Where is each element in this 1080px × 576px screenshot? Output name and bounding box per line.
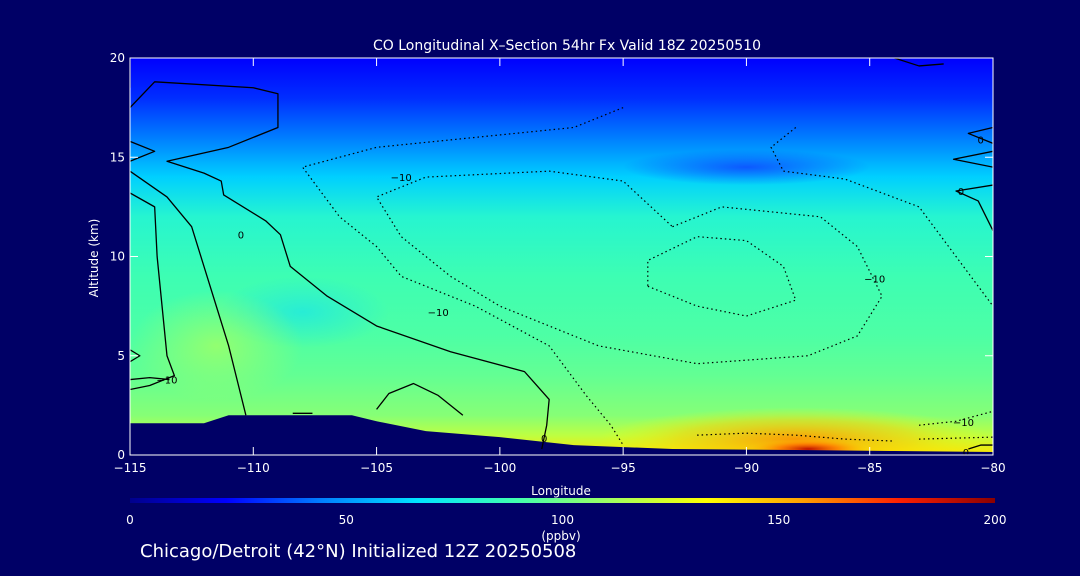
contour-line (375, 170, 883, 365)
colorbar-ticks: 0 50 100 150 200 (126, 513, 1006, 527)
y-tick-label: 0 (117, 448, 125, 462)
colorbar-tick-label: 150 (767, 513, 790, 527)
surface-plume (598, 407, 993, 455)
contour-line (697, 432, 895, 442)
contour-label: −10 (428, 308, 449, 319)
contour-line (918, 410, 993, 426)
contour-line (952, 150, 993, 168)
y-axis: 0 5 10 15 20 (110, 51, 993, 462)
x-tick-label: −100 (483, 461, 516, 475)
contour-line (130, 349, 141, 363)
y-tick-label: 15 (110, 150, 125, 164)
y-tick-label: 10 (110, 250, 125, 264)
x-tick-label: −85 (857, 461, 882, 475)
contour-label: −10 (391, 173, 412, 184)
x-axis: −115 −110 −105 −100 −95 −90 −85 −80 (114, 58, 1006, 475)
contour-line (968, 444, 993, 450)
colorbar-tick-label: 0 (126, 513, 134, 527)
colorbar-tick-label: 100 (551, 513, 574, 527)
y-tick-label: 20 (110, 51, 125, 65)
caption: Chicago/Detroit (42°N) Initialized 12Z 2… (140, 541, 577, 562)
contour-label: 0 (541, 434, 547, 445)
contour-label: −10 (156, 376, 177, 387)
contour-line (130, 192, 176, 391)
x-tick-label: −80 (980, 461, 1005, 475)
contour-line (130, 376, 170, 381)
plot-area: 0 0 −10 −10 −10 −10 −10 0 0 0 (130, 58, 993, 459)
contour-line (955, 184, 993, 231)
x-axis-label: Longitude (531, 484, 591, 498)
contour-line (770, 127, 993, 307)
contour-line (130, 170, 247, 416)
surface-peak (748, 439, 868, 455)
y-tick-label: 5 (117, 349, 125, 363)
contour-label: 0 (963, 448, 969, 459)
x-tick-label: −105 (360, 461, 393, 475)
contour-label: −10 (953, 418, 974, 429)
x-tick-label: −115 (114, 461, 147, 475)
colorbar-ramp (130, 498, 995, 503)
y-axis-label: Altitude (km) (87, 219, 101, 298)
contour-label: −10 (864, 274, 885, 285)
colorbar: 0 50 100 150 200 (ppbv) (126, 498, 1006, 543)
contour-line (302, 107, 624, 446)
contour-label: 0 (238, 231, 244, 242)
contour-label: 0 (977, 135, 983, 146)
contour-line (130, 81, 550, 450)
contour-line (894, 58, 944, 67)
x-tick-label: −95 (610, 461, 635, 475)
contour-line (376, 382, 464, 416)
contour-label: 0 (958, 187, 964, 198)
chart-title: CO Longitudinal X–Section 54hr Fx Valid … (373, 38, 761, 54)
contour-line (919, 436, 993, 440)
colorbar-units: (ppbv) (541, 529, 580, 543)
blue-region (623, 149, 870, 186)
colorbar-tick-label: 200 (984, 513, 1007, 527)
x-tick-label: −110 (237, 461, 270, 475)
co-field (130, 58, 993, 455)
contour-line (130, 140, 156, 162)
contour-lines (130, 58, 993, 450)
contour-line (967, 126, 993, 144)
colorbar-tick-label: 50 (339, 513, 354, 527)
terrain (130, 415, 993, 455)
contour-labels: 0 0 −10 −10 −10 −10 −10 0 0 0 (156, 135, 983, 459)
x-tick-label: −90 (734, 461, 759, 475)
